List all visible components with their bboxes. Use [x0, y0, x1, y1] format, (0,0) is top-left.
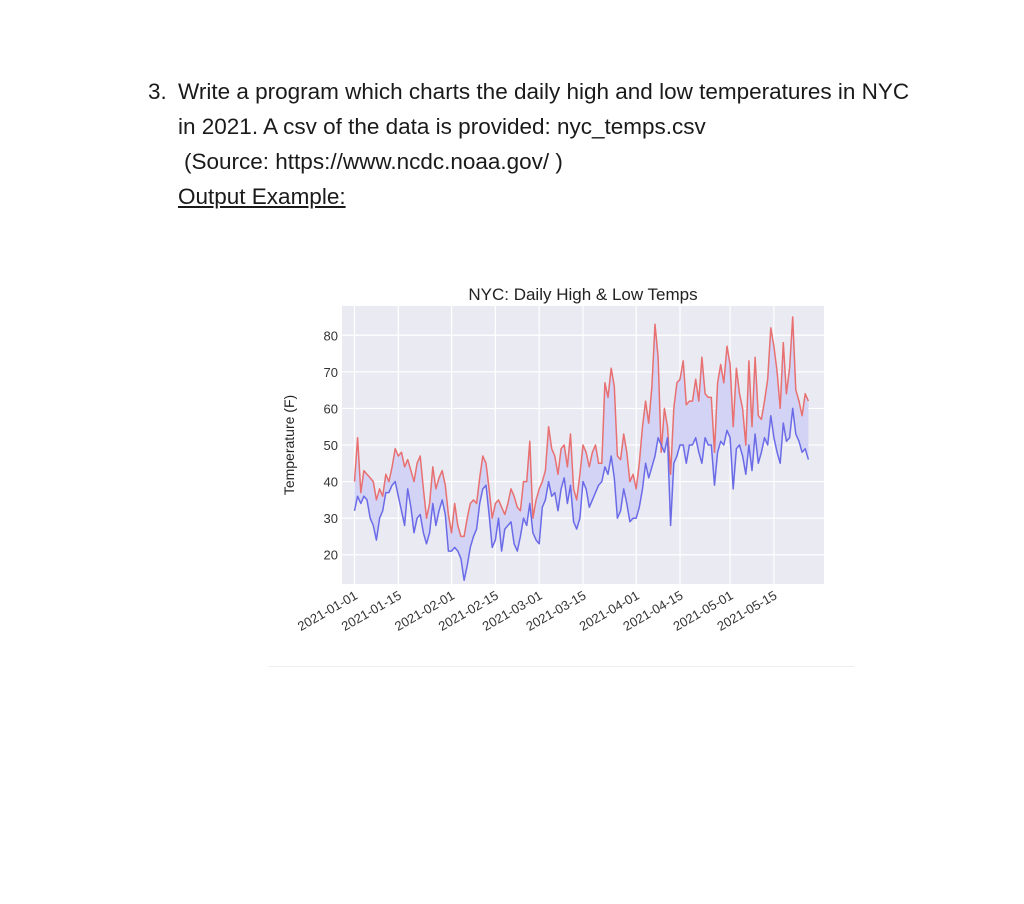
question-prompt: Write a program which charts the daily h… — [178, 79, 910, 104]
question-first-line: 3. Write a program which charts the dail… — [148, 74, 1008, 109]
series-line-low — [353, 407, 810, 582]
question-prompt-continued: in 2021. A csv of the data is provided: … — [178, 114, 706, 139]
y-tick-label: 40 — [324, 475, 338, 490]
question-source: (Source: https://www.ncdc.noaa.gov/ ) — [184, 149, 563, 174]
y-axis-label: Temperature (F) — [281, 395, 297, 495]
question-text: 3. Write a program which charts the dail… — [148, 74, 1008, 214]
y-tick-label: 80 — [324, 328, 338, 343]
y-tick-label: 60 — [324, 401, 338, 416]
y-tick-label: 70 — [324, 365, 338, 380]
question-number: 3. — [148, 79, 167, 104]
high-low-fill-area — [354, 317, 809, 581]
y-tick-label: 20 — [324, 548, 338, 563]
chart-title: NYC: Daily High & Low Temps — [468, 285, 697, 304]
y-tick-label: 50 — [324, 438, 338, 453]
chart-figure: 20 30 40 50 60 70 80 2021-01-01 2021-01-15 2021-0… — [268, 276, 854, 668]
temperature-chart: 203040506070802021-01-012021-01-152021-0… — [281, 285, 824, 634]
figure-bottom-rule — [268, 666, 854, 667]
output-example-label: Output Example: — [178, 184, 346, 209]
series-line-high — [353, 316, 810, 538]
y-tick-label: 30 — [324, 511, 338, 526]
